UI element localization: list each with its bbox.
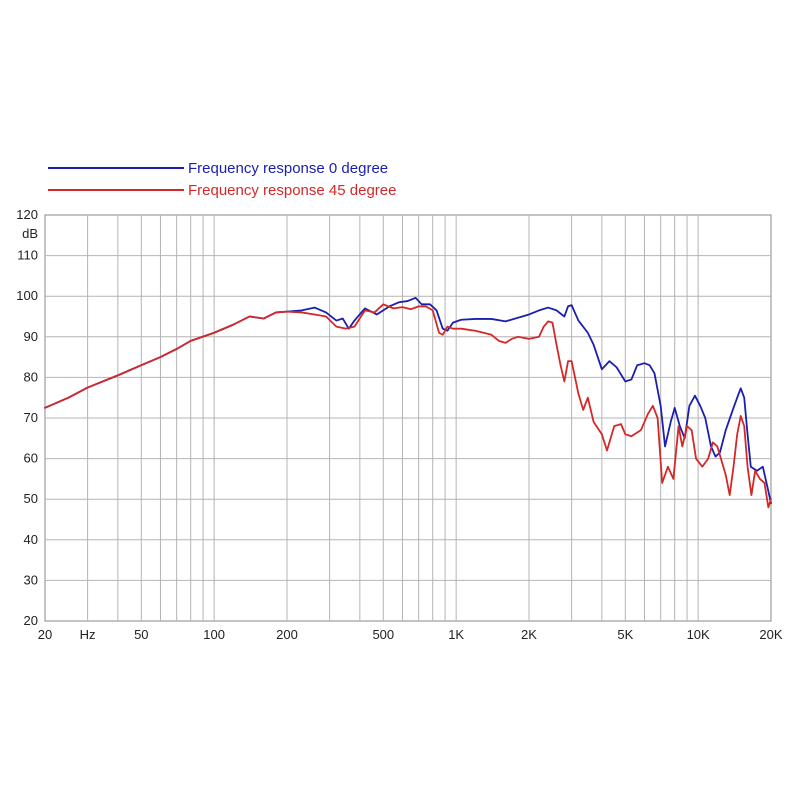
y-tick-label: 100: [16, 288, 38, 303]
x-tick-label: 2K: [521, 627, 537, 642]
legend-label-0deg: Frequency response 0 degree: [188, 160, 388, 177]
x-tick-label: 10K: [687, 627, 710, 642]
x-tick-label: 100: [203, 627, 225, 642]
x-tick-label: 200: [276, 627, 298, 642]
legend-label-45deg: Frequency response 45 degree: [188, 182, 396, 199]
y-tick-label: 50: [24, 491, 38, 506]
series-layer: [44, 296, 772, 509]
y-tick-label: 60: [24, 451, 38, 466]
y-tick-label: 110: [17, 248, 38, 263]
x-tick-label: 20K: [759, 627, 782, 642]
x-axis-ticks: 20 Hz 50 100 200 500 1K 2K 5K 10K 20K: [38, 627, 783, 642]
grid-lines: [45, 215, 771, 621]
y-axis-ticks: 20 30 40 50 60 70 80 90 100 110 120: [16, 207, 38, 628]
x-tick-label: 500: [372, 627, 394, 642]
x-tick-label: Hz: [80, 627, 96, 642]
y-tick-label: 70: [24, 410, 38, 425]
x-tick-label: 5K: [617, 627, 633, 642]
y-tick-label: 80: [24, 369, 38, 384]
y-tick-label: 90: [24, 329, 38, 344]
y-axis-label: dB: [22, 226, 38, 241]
y-tick-label: 30: [24, 572, 38, 587]
y-tick-label: 120: [16, 207, 38, 222]
y-tick-label: 20: [24, 613, 38, 628]
legend: Frequency response 0 degree Frequency re…: [48, 160, 396, 199]
y-tick-label: 40: [24, 532, 38, 547]
series-line-45deg: [44, 303, 772, 509]
x-tick-label: 50: [134, 627, 148, 642]
x-tick-label: 20: [38, 627, 52, 642]
x-tick-label: 1K: [448, 627, 464, 642]
